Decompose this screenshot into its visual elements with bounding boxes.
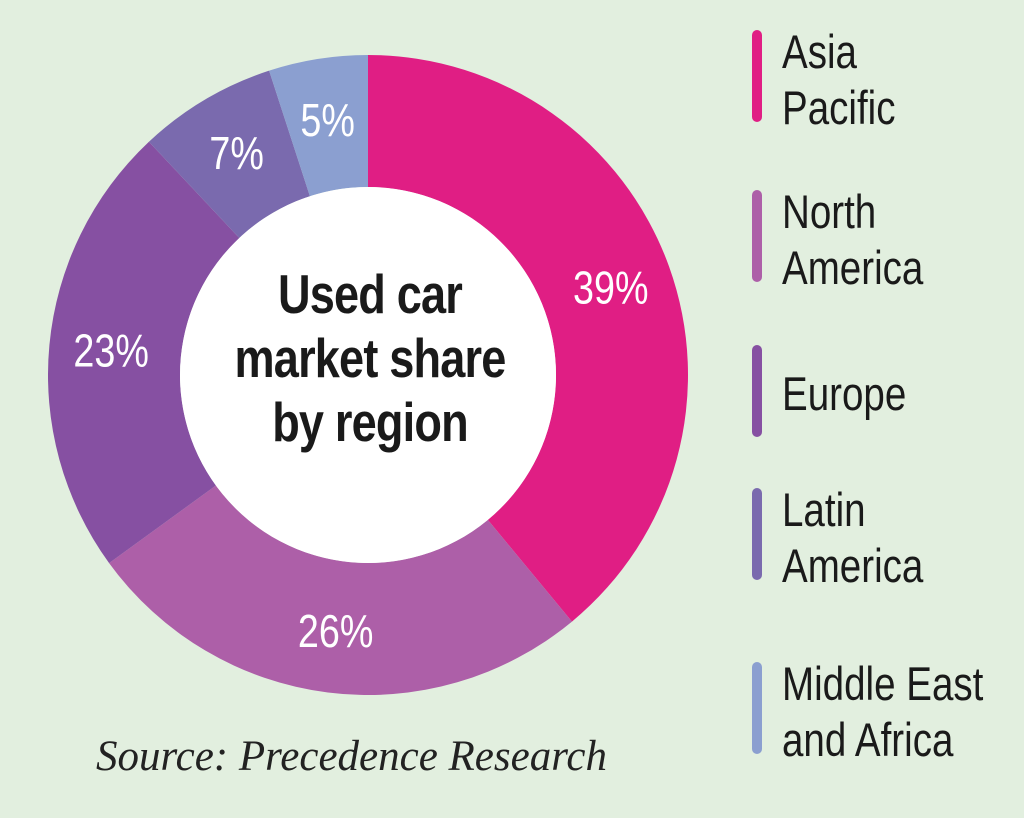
slice-north-america [109, 485, 572, 695]
legend-label-latin-america: Latin America [782, 482, 923, 594]
legend-label-line: Latin [782, 483, 866, 536]
data-label-asia-pacific: 39% [573, 262, 648, 313]
legend-label-line: Europe [782, 367, 907, 420]
legend-label-line: Middle East [782, 657, 984, 710]
legend-label-line: Pacific [782, 81, 896, 134]
legend-label-line: America [782, 539, 924, 592]
legend-swatch-middle-east-africa [752, 662, 762, 754]
legend-label-europe: Europe [782, 366, 906, 422]
donut-hole [180, 187, 556, 563]
data-label-latin-america: 7% [209, 127, 264, 178]
legend-swatch-asia-pacific [752, 30, 762, 122]
legend-label-asia-pacific: Asia Pacific [782, 24, 896, 136]
data-label-north-america: 26% [298, 605, 373, 656]
legend-swatch-latin-america [752, 488, 762, 580]
chart-title-line-3: by region [272, 391, 468, 453]
slice-asia-pacific [368, 55, 688, 622]
slice-middle-east-and-africa [269, 55, 368, 197]
legend-label-middle-east-africa: Middle East and Africa [782, 656, 983, 768]
legend-swatch-north-america [752, 190, 762, 282]
legend: Asia Pacific North America Europe Latin … [752, 0, 1014, 818]
chart-title-line-2: market share [234, 327, 507, 389]
data-label-europe: 23% [73, 325, 148, 376]
chart-title-line-1: Used car [278, 263, 463, 325]
legend-label-line: Asia [782, 25, 857, 78]
slice-europe [47, 141, 240, 564]
slice-latin-america [148, 70, 310, 238]
legend-label-line: and Africa [782, 713, 954, 766]
source-note: Source: Precedence Research [96, 733, 607, 780]
chart-title: Used car market share by region [231, 262, 510, 454]
data-label-middle-east-and-africa: 5% [300, 94, 355, 145]
legend-swatch-europe [752, 345, 762, 437]
legend-label-north-america: North America [782, 184, 923, 296]
legend-label-line: America [782, 241, 924, 294]
legend-label-line: North [782, 185, 877, 238]
